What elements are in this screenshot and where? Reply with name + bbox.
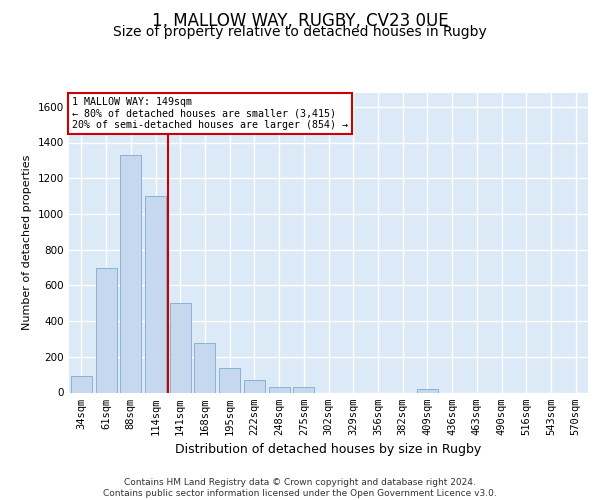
Bar (194, 344, 215, 392)
X-axis label: Distribution of detached houses by size in Rugby: Distribution of detached houses by size … (175, 443, 482, 456)
Bar (219, 368, 240, 392)
Bar (417, 390, 438, 392)
Bar (95, 268, 116, 392)
Text: Size of property relative to detached houses in Rugby: Size of property relative to detached ho… (113, 25, 487, 39)
Bar (71, 376, 92, 392)
Text: 1 MALLOW WAY: 149sqm
← 80% of detached houses are smaller (3,415)
20% of semi-de: 1 MALLOW WAY: 149sqm ← 80% of detached h… (71, 97, 347, 130)
Text: Contains HM Land Registry data © Crown copyright and database right 2024.
Contai: Contains HM Land Registry data © Crown c… (103, 478, 497, 498)
Bar (170, 303, 191, 392)
Bar (120, 155, 141, 392)
Text: 1, MALLOW WAY, RUGBY, CV23 0UE: 1, MALLOW WAY, RUGBY, CV23 0UE (152, 12, 448, 30)
Y-axis label: Number of detached properties: Number of detached properties (22, 155, 32, 330)
Bar (293, 386, 314, 392)
Bar (145, 196, 166, 392)
Bar (244, 380, 265, 392)
Bar (269, 386, 290, 392)
